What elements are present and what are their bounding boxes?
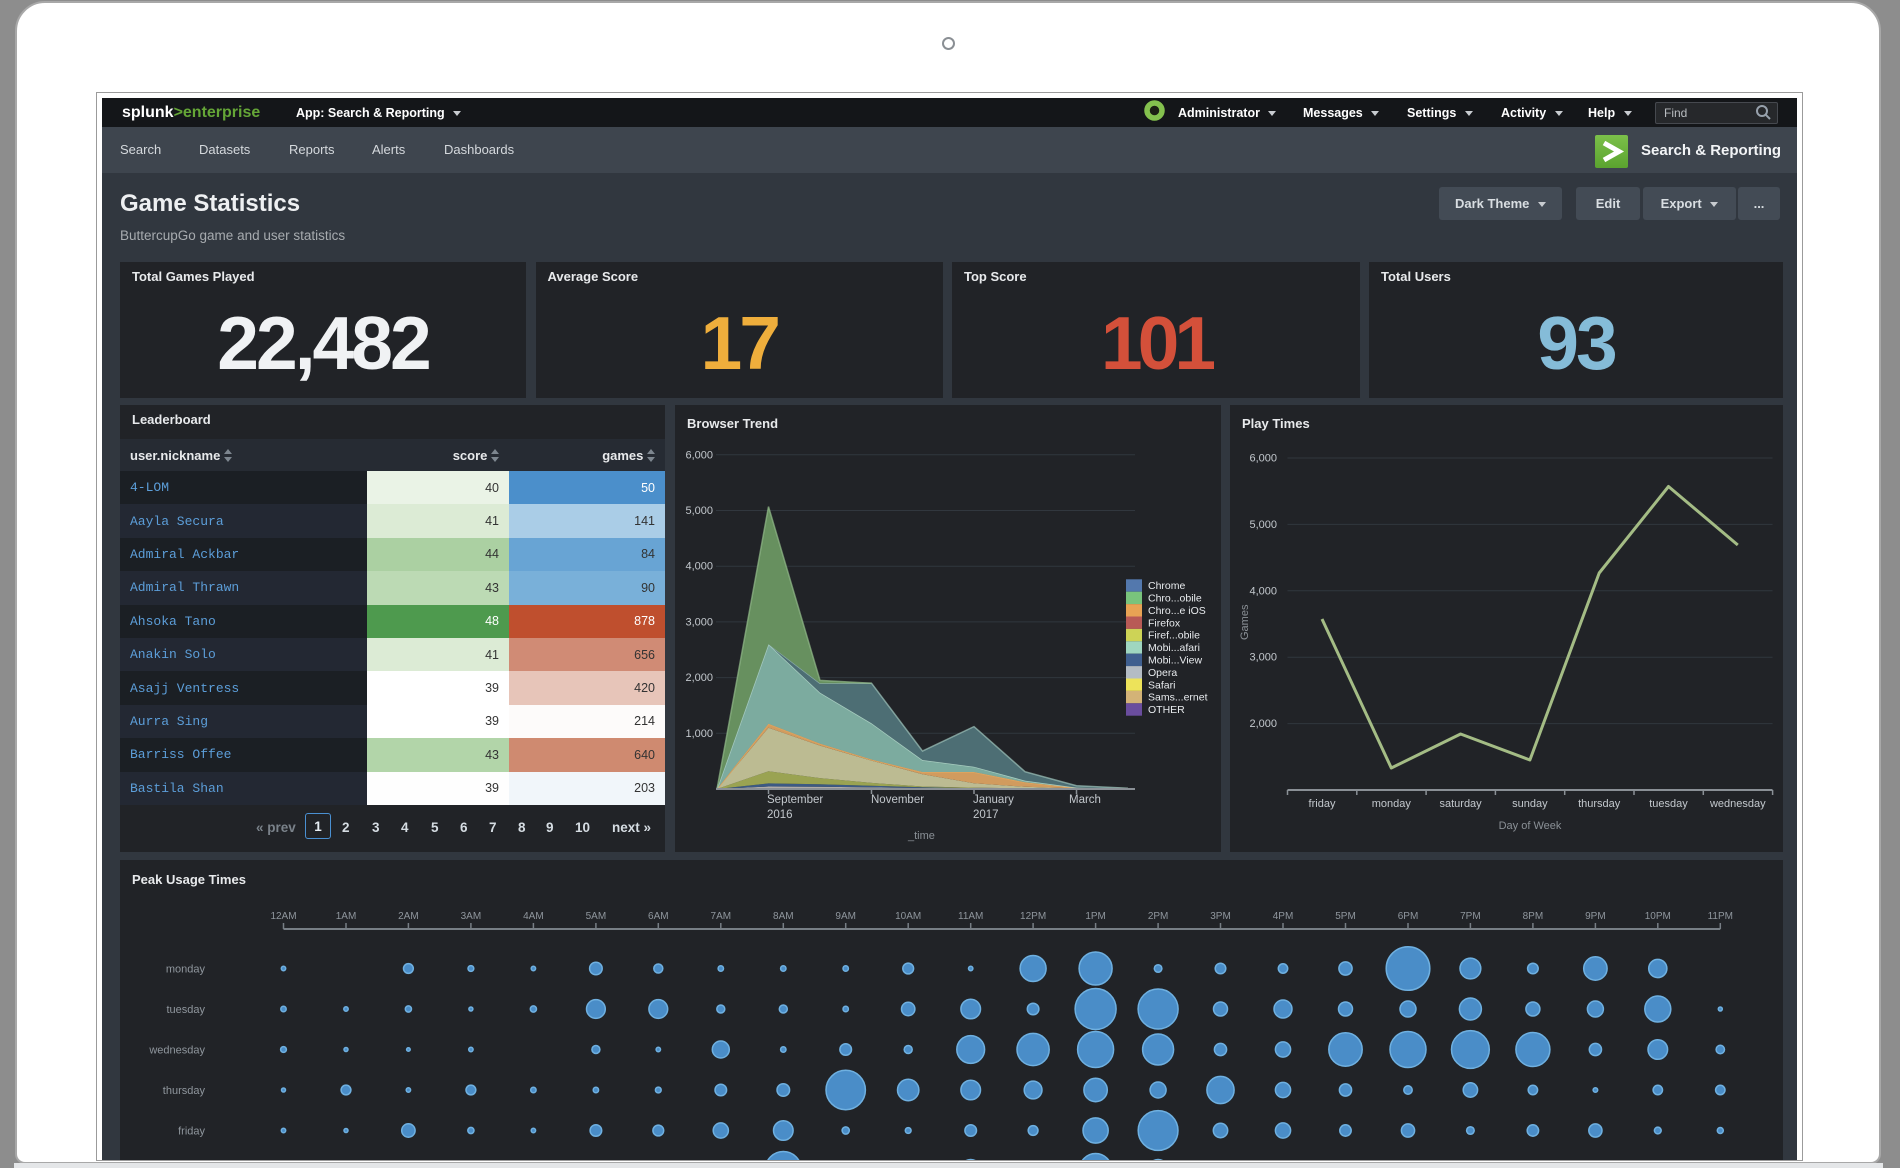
svg-text:thursday: thursday xyxy=(1578,798,1621,810)
svg-text:12PM: 12PM xyxy=(1020,911,1046,922)
svg-text:5AM: 5AM xyxy=(586,911,607,922)
svg-text:January: January xyxy=(973,794,1014,806)
svg-text:9AM: 9AM xyxy=(835,911,856,922)
svg-text:Mobi...afari: Mobi...afari xyxy=(1148,642,1200,654)
svg-text:6PM: 6PM xyxy=(1398,911,1419,922)
svg-text:2,000: 2,000 xyxy=(1249,718,1277,730)
svg-text:8PM: 8PM xyxy=(1523,911,1544,922)
svg-text:Firef...obile: Firef...obile xyxy=(1148,630,1200,642)
svg-text:4AM: 4AM xyxy=(523,911,544,922)
svg-text:Firefox: Firefox xyxy=(1148,617,1181,629)
svg-text:7PM: 7PM xyxy=(1460,911,1481,922)
svg-text:4PM: 4PM xyxy=(1273,911,1294,922)
svg-text:monday: monday xyxy=(166,964,206,976)
svg-text:friday: friday xyxy=(1309,798,1336,810)
svg-text:7AM: 7AM xyxy=(711,911,732,922)
svg-text:1AM: 1AM xyxy=(336,911,357,922)
svg-text:10PM: 10PM xyxy=(1645,911,1671,922)
svg-text:2AM: 2AM xyxy=(398,911,419,922)
svg-text:10AM: 10AM xyxy=(895,911,921,922)
svg-text:Sams...ernet: Sams...ernet xyxy=(1148,692,1208,704)
svg-text:2,000: 2,000 xyxy=(685,672,713,684)
svg-text:thursday: thursday xyxy=(163,1085,206,1097)
svg-text:wednesday: wednesday xyxy=(148,1045,205,1057)
svg-text:March: March xyxy=(1069,794,1101,806)
svg-text:5,000: 5,000 xyxy=(1249,519,1277,531)
svg-text:September: September xyxy=(767,794,823,806)
svg-text:Games: Games xyxy=(1239,604,1251,640)
svg-text:November: November xyxy=(871,794,924,806)
svg-text:2PM: 2PM xyxy=(1148,911,1169,922)
svg-text:monday: monday xyxy=(1372,798,1412,810)
svg-text:8AM: 8AM xyxy=(773,911,794,922)
svg-text:Chro...obile: Chro...obile xyxy=(1148,593,1202,605)
svg-text:tuesday: tuesday xyxy=(1649,798,1688,810)
svg-text:4,000: 4,000 xyxy=(1249,585,1277,597)
svg-text:3PM: 3PM xyxy=(1210,911,1231,922)
svg-text:tuesday: tuesday xyxy=(166,1004,205,1016)
svg-text:4,000: 4,000 xyxy=(685,561,713,573)
svg-text:6,000: 6,000 xyxy=(1249,453,1277,465)
svg-text:Day of Week: Day of Week xyxy=(1499,820,1562,832)
svg-text:3,000: 3,000 xyxy=(685,616,713,628)
svg-text:5PM: 5PM xyxy=(1335,911,1356,922)
svg-text:11AM: 11AM xyxy=(958,911,983,922)
svg-text:wednesday: wednesday xyxy=(1709,798,1766,810)
svg-text:Opera: Opera xyxy=(1148,667,1177,679)
svg-text:11PM: 11PM xyxy=(1708,911,1733,922)
svg-text:2017: 2017 xyxy=(973,809,999,821)
svg-text:5,000: 5,000 xyxy=(685,505,713,517)
svg-text:3,000: 3,000 xyxy=(1249,652,1277,664)
svg-text:2016: 2016 xyxy=(767,809,793,821)
svg-text:1,000: 1,000 xyxy=(685,728,713,740)
svg-text:12AM: 12AM xyxy=(270,911,296,922)
svg-text:OTHER: OTHER xyxy=(1148,704,1185,716)
svg-text:friday: friday xyxy=(178,1126,205,1138)
svg-text:6AM: 6AM xyxy=(648,911,669,922)
svg-text:Chrome: Chrome xyxy=(1148,580,1186,592)
svg-text:Mobi...View: Mobi...View xyxy=(1148,655,1202,667)
svg-text:_time: _time xyxy=(907,830,935,842)
svg-text:sunday: sunday xyxy=(1512,798,1548,810)
svg-text:1PM: 1PM xyxy=(1085,911,1106,922)
svg-text:saturday: saturday xyxy=(1439,798,1482,810)
svg-text:Chro...e iOS: Chro...e iOS xyxy=(1148,605,1206,617)
svg-text:3AM: 3AM xyxy=(461,911,482,922)
svg-text:Safari: Safari xyxy=(1148,679,1175,691)
svg-text:6,000: 6,000 xyxy=(685,449,713,461)
svg-text:9PM: 9PM xyxy=(1585,911,1606,922)
